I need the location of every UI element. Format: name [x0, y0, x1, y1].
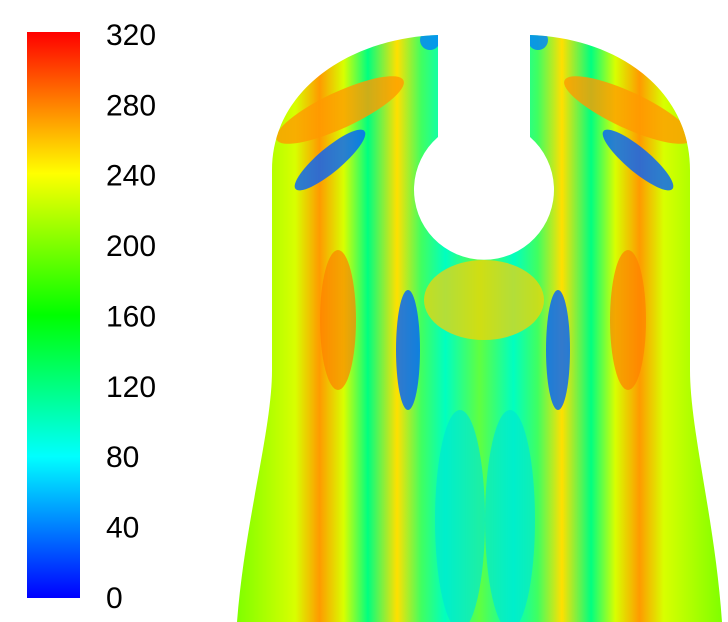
contour-field — [237, 35, 722, 622]
colorbar-tick-label: 200 — [106, 230, 156, 263]
colorbar-tick-label: 40 — [106, 512, 139, 545]
colorbar-tick-label: 80 — [106, 441, 139, 474]
colorbar-tick-label: 280 — [106, 89, 156, 122]
colorbar-tick-label: 120 — [106, 371, 156, 404]
colorbar-tick-label: 320 — [106, 19, 156, 52]
colorbar-ticks: 0 40 80 120 160 200 240 280 320 — [106, 19, 156, 615]
colorbar-tick-label: 0 — [106, 582, 123, 615]
colorbar-tick-label: 160 — [106, 300, 156, 333]
colorbar-tick-label: 240 — [106, 160, 156, 193]
colorbar — [27, 32, 80, 598]
